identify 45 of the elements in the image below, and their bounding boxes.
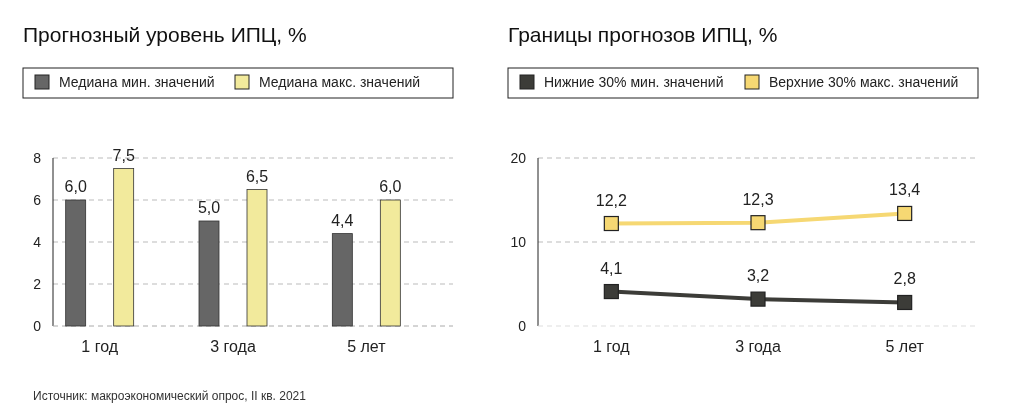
data-label: 12,2 <box>595 191 628 209</box>
data-label: 6,5 <box>245 167 269 185</box>
legend-label: Медиана мин. значений <box>59 74 215 90</box>
point <box>750 291 766 307</box>
x-tick-label: 5 лет <box>347 338 387 355</box>
x-tick-label: 1 год <box>81 338 119 355</box>
x-tick-label: 3 года <box>735 338 781 355</box>
point <box>897 205 913 222</box>
y-tick-label: 10 <box>510 234 527 250</box>
data-label: 7,5 <box>112 146 135 164</box>
y-tick-label: 8 <box>33 150 42 166</box>
legend-label: Нижние 30% мин. значений <box>544 74 724 90</box>
data-label: 5,0 <box>197 199 221 216</box>
legend-label: Медиана макс. значений <box>259 74 421 90</box>
point <box>603 215 619 232</box>
bar <box>198 220 220 327</box>
y-tick-label: 6 <box>33 192 42 208</box>
point <box>750 215 766 231</box>
data-label: 2,8 <box>893 270 916 288</box>
text: Источник: макроэкономический опрос, II кв. 2021 <box>33 389 307 403</box>
y-tick-label: 2 <box>33 276 42 292</box>
data-label: 13,4 <box>889 181 921 199</box>
bar <box>113 168 135 327</box>
data-label: 4,1 <box>600 259 623 277</box>
x-tick-label: 3 года <box>210 338 256 355</box>
bar <box>65 199 87 327</box>
bar <box>246 189 268 327</box>
bar <box>379 199 401 327</box>
y-tick-label: 0 <box>518 318 527 334</box>
chart-title: Прогнозный уровень ИПЦ, % <box>23 23 307 46</box>
data-label: 6,0 <box>379 178 402 195</box>
legend-label: Верхние 30% макс. значений <box>769 74 959 90</box>
point <box>897 294 913 311</box>
y-tick-label: 0 <box>33 318 42 334</box>
x-tick-label: 1 год <box>592 338 631 355</box>
x-tick-label: 5 лет <box>885 338 925 355</box>
bar <box>331 233 353 327</box>
data-label: 12,3 <box>742 190 774 208</box>
chart-title: Границы прогнозов ИПЦ, % <box>508 23 778 46</box>
data-label: 6,0 <box>64 178 87 195</box>
data-label: 4,4 <box>331 211 354 229</box>
point <box>603 283 619 300</box>
y-tick-label: 20 <box>510 150 527 166</box>
data-label: 3,2 <box>746 267 770 285</box>
y-tick-label: 4 <box>33 234 42 250</box>
